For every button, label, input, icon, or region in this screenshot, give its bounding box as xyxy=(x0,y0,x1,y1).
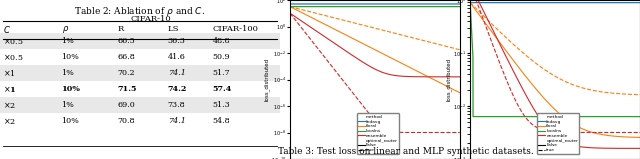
Text: 36.3: 36.3 xyxy=(168,37,186,45)
FancyBboxPatch shape xyxy=(0,97,280,113)
Text: CIFAR-10: CIFAR-10 xyxy=(131,15,172,23)
Text: 70.2: 70.2 xyxy=(118,69,135,77)
Text: LS: LS xyxy=(168,25,179,33)
Text: 54.8: 54.8 xyxy=(212,117,230,125)
Text: $\rho$: $\rho$ xyxy=(61,24,68,35)
Text: 10%: 10% xyxy=(61,85,81,93)
Text: 74.1: 74.1 xyxy=(168,117,186,125)
Text: $\times$0.5: $\times$0.5 xyxy=(3,36,24,46)
FancyBboxPatch shape xyxy=(0,33,280,49)
Text: 66.8: 66.8 xyxy=(118,53,135,61)
Text: 50.9: 50.9 xyxy=(212,53,230,61)
Text: 69.0: 69.0 xyxy=(118,101,135,109)
Text: 71.5: 71.5 xyxy=(118,85,137,93)
Text: $C$: $C$ xyxy=(3,24,11,35)
Text: 1%: 1% xyxy=(61,69,74,77)
Text: Table 3: Test loss on linear and MLP synthetic datasets.: Table 3: Test loss on linear and MLP syn… xyxy=(278,147,534,156)
Text: $\times$1: $\times$1 xyxy=(3,68,15,78)
Text: 66.5: 66.5 xyxy=(118,37,135,45)
Text: 57.4: 57.4 xyxy=(212,85,232,93)
FancyBboxPatch shape xyxy=(0,49,280,65)
Legend: method, fedavg, floral, localns, ensemble, optimal_router, False, true: method, fedavg, floral, localns, ensembl… xyxy=(537,113,579,154)
Text: CIFAR-100: CIFAR-100 xyxy=(212,25,259,33)
Text: 51.3: 51.3 xyxy=(212,101,230,109)
Text: $\times$2: $\times$2 xyxy=(3,100,16,110)
Text: $\times$0.5: $\times$0.5 xyxy=(3,52,24,62)
Text: 1%: 1% xyxy=(61,37,74,45)
FancyBboxPatch shape xyxy=(0,81,280,97)
Text: R: R xyxy=(118,25,124,33)
Text: 73.8: 73.8 xyxy=(168,101,186,109)
Text: 70.8: 70.8 xyxy=(118,117,135,125)
Text: $\times$2: $\times$2 xyxy=(3,116,16,126)
Text: 41.6: 41.6 xyxy=(168,53,186,61)
Text: 10%: 10% xyxy=(61,117,79,125)
FancyBboxPatch shape xyxy=(0,65,280,81)
Text: 10%: 10% xyxy=(61,53,79,61)
Text: Table 2: Ablation of $\rho$ and $C$.: Table 2: Ablation of $\rho$ and $C$. xyxy=(74,5,205,18)
Text: 51.7: 51.7 xyxy=(212,69,230,77)
Text: 1%: 1% xyxy=(61,101,74,109)
Text: $\times$1: $\times$1 xyxy=(3,84,17,94)
Legend: method, fedavg, floral, localns, ensemble, optimal_router, False, true: method, fedavg, floral, localns, ensembl… xyxy=(356,113,399,154)
Text: 74.1: 74.1 xyxy=(168,69,186,77)
Text: 48.8: 48.8 xyxy=(212,37,230,45)
Text: 74.2: 74.2 xyxy=(168,85,188,93)
Y-axis label: loss_distributed: loss_distributed xyxy=(446,58,452,101)
Y-axis label: loss_distributed: loss_distributed xyxy=(264,58,269,101)
FancyBboxPatch shape xyxy=(0,113,280,129)
